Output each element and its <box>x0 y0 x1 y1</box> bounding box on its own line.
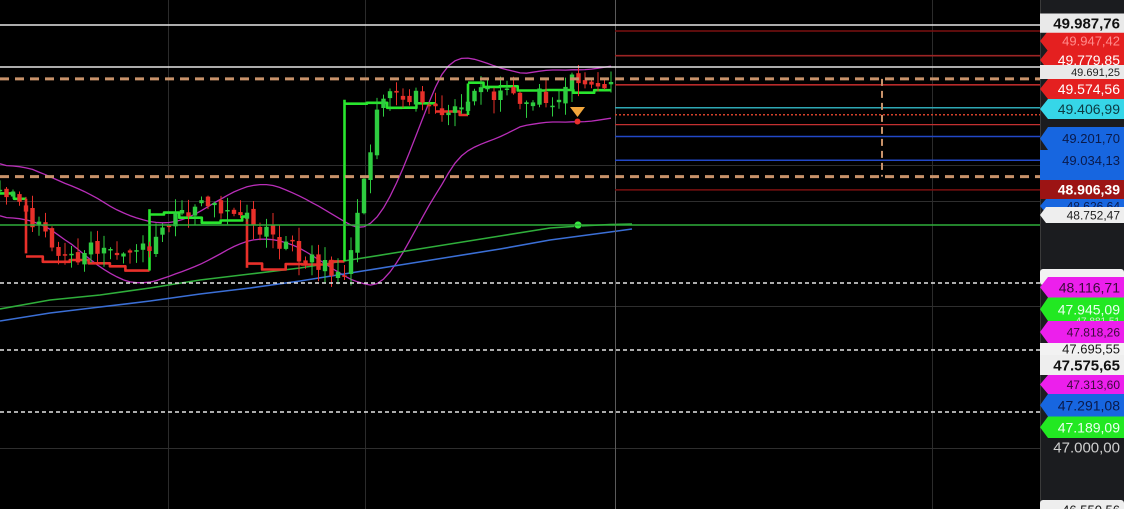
svg-text:49.779,85: 49.779,85 <box>1058 52 1120 68</box>
svg-text:46.550,56: 46.550,56 <box>1062 503 1120 509</box>
svg-text:47.575,65: 47.575,65 <box>1053 357 1120 374</box>
svg-text:47.945,09: 47.945,09 <box>1058 301 1120 317</box>
svg-text:48.752,47: 48.752,47 <box>1067 208 1121 222</box>
svg-text:47.000,00: 47.000,00 <box>1053 440 1120 457</box>
svg-text:48.906,39: 48.906,39 <box>1058 182 1120 198</box>
svg-text:47.189,09: 47.189,09 <box>1058 419 1120 435</box>
svg-text:49.947,42: 49.947,42 <box>1062 34 1120 49</box>
svg-text:49.406,99: 49.406,99 <box>1058 101 1120 117</box>
svg-text:49.574,56: 49.574,56 <box>1058 81 1120 97</box>
svg-text:49.987,76: 49.987,76 <box>1053 16 1120 33</box>
svg-text:49.201,70: 49.201,70 <box>1062 131 1120 146</box>
svg-text:49.691,25: 49.691,25 <box>1071 67 1120 79</box>
svg-text:47.695,55: 47.695,55 <box>1062 342 1120 357</box>
svg-text:47.818,26: 47.818,26 <box>1067 325 1121 339</box>
svg-text:48.116,71: 48.116,71 <box>1059 279 1120 295</box>
svg-text:47.313,60: 47.313,60 <box>1067 378 1121 392</box>
svg-text:47.291,08: 47.291,08 <box>1058 397 1120 413</box>
svg-text:49.034,13: 49.034,13 <box>1062 153 1120 168</box>
